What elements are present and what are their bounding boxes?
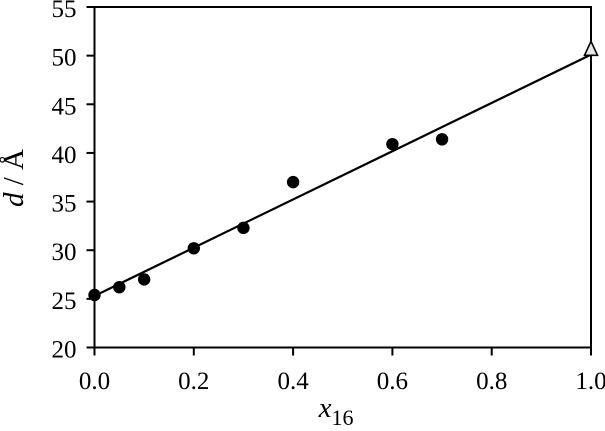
data-point-circle	[435, 133, 449, 146]
x-axis-label-main: x	[318, 392, 332, 424]
data-point-circle	[386, 137, 399, 151]
fit-line	[94, 53, 592, 297]
data-point-circle	[137, 273, 151, 286]
data-point-circle	[237, 221, 250, 235]
y-tick-label: 50	[52, 45, 77, 72]
x-tick-label: 0.4	[277, 368, 309, 395]
x-tick-label: 0.0	[79, 368, 110, 395]
series-measured-points	[88, 133, 449, 302]
y-tick-label: 45	[52, 93, 77, 120]
y-axis-label-units: / Å	[0, 149, 30, 193]
x-tick-label: 1.0	[575, 368, 605, 395]
x-tick-label: 0.6	[377, 368, 408, 395]
x-axis-label: x16	[318, 392, 354, 430]
y-tick-label: 35	[52, 191, 77, 218]
y-axis-label: d / Å	[0, 149, 30, 207]
x-axis-label-subscript: 16	[331, 405, 353, 430]
series-endpoint-point	[583, 39, 599, 57]
y-tick-label: 20	[52, 337, 77, 364]
y-tick-label: 25	[52, 288, 77, 315]
data-point-circle	[113, 280, 126, 294]
data-point-triangle	[583, 39, 599, 57]
x-axis: 0.0 0.2 0.4 0.6 0.8 1.0	[79, 347, 605, 395]
y-tick-label: 40	[52, 142, 77, 169]
data-point-circle	[88, 288, 101, 302]
x-tick-label: 0.8	[476, 368, 507, 395]
data-point-circle	[286, 175, 300, 189]
y-tick-label: 30	[52, 239, 77, 266]
y-axis-label-main: d	[0, 192, 30, 207]
y-axis: 20 25 30 35 40 45 50 55	[52, 0, 95, 364]
y-tick-label: 55	[52, 0, 77, 23]
plot-border	[93, 6, 592, 349]
data-point-circle	[187, 242, 200, 255]
x-tick-label: 0.2	[178, 368, 209, 395]
